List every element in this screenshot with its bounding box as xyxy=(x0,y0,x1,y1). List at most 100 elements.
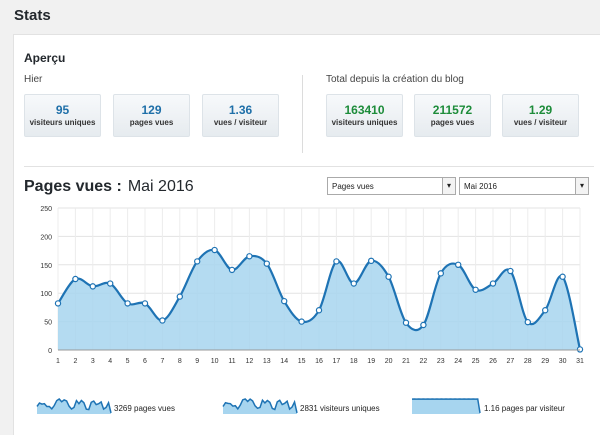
data-point xyxy=(193,258,201,265)
stat-label: visiteurs uniques xyxy=(29,118,96,127)
x-tick-label: 1 xyxy=(56,358,60,365)
stat-box-total-visitors: 163410 visiteurs uniques xyxy=(326,94,403,137)
data-point xyxy=(54,300,62,307)
sparkline-visitors xyxy=(222,398,298,414)
stat-label: vues / visiteur xyxy=(213,118,268,127)
x-tick-label: 31 xyxy=(576,358,584,365)
x-tick-label: 20 xyxy=(385,358,393,365)
stat-value: 129 xyxy=(141,103,162,117)
data-point xyxy=(89,283,97,290)
x-tick-label: 28 xyxy=(524,358,532,365)
sparkline-line xyxy=(411,398,481,414)
data-point xyxy=(402,319,410,326)
page-title: Stats xyxy=(14,7,51,24)
x-tick-label: 9 xyxy=(195,358,199,365)
data-point xyxy=(437,270,444,277)
stat-label: pages vues xyxy=(129,118,174,127)
y-tick-label: 100 xyxy=(40,291,52,298)
data-point xyxy=(542,307,549,314)
sparkline-pageviews-label: 3269 pages vues xyxy=(114,404,175,413)
y-tick-label: 150 xyxy=(40,263,52,270)
stat-label: visiteurs uniques xyxy=(331,118,398,127)
stat-label: pages vues xyxy=(430,118,475,127)
metric-select[interactable]: Pages vues ▾ xyxy=(327,177,456,195)
x-tick-label: 27 xyxy=(507,358,515,365)
x-tick-label: 12 xyxy=(246,358,254,365)
metric-select-value: Pages vues xyxy=(332,182,374,191)
y-tick-label: 200 xyxy=(40,234,52,241)
x-tick-label: 19 xyxy=(367,358,375,365)
month-select[interactable]: Mai 2016 ▾ xyxy=(459,177,589,195)
yesterday-label: Hier xyxy=(24,74,43,85)
data-point xyxy=(263,260,270,267)
sparkline-line xyxy=(222,398,298,414)
chevron-down-icon[interactable]: ▾ xyxy=(442,178,455,194)
x-tick-label: 17 xyxy=(333,358,341,365)
x-tick-label: 6 xyxy=(143,358,147,365)
data-point xyxy=(350,280,357,287)
x-tick-label: 18 xyxy=(350,358,358,365)
y-tick-label: 250 xyxy=(40,206,52,213)
x-tick-label: 3 xyxy=(91,358,95,365)
data-point xyxy=(228,266,236,274)
x-tick-label: 24 xyxy=(454,358,462,365)
y-tick-label: 0 xyxy=(48,348,52,355)
stat-label: vues / visiteur xyxy=(513,118,568,127)
data-point xyxy=(472,286,479,293)
data-point xyxy=(141,300,149,307)
x-tick-label: 5 xyxy=(126,358,130,365)
data-point xyxy=(124,300,131,307)
stat-value: 95 xyxy=(55,103,70,117)
sparkline-pageviews xyxy=(36,398,112,414)
section-divider xyxy=(24,166,594,167)
data-point xyxy=(576,346,584,353)
x-tick-label: 14 xyxy=(280,358,288,365)
x-tick-label: 30 xyxy=(559,358,567,365)
x-tick-label: 29 xyxy=(541,358,549,365)
x-tick-label: 25 xyxy=(472,358,480,365)
data-point xyxy=(455,261,462,269)
chevron-down-icon[interactable]: ▾ xyxy=(575,178,588,194)
stat-value: 1.29 xyxy=(528,103,553,117)
pageviews-heading: Pages vues : Mai 2016 xyxy=(24,178,194,196)
x-tick-label: 8 xyxy=(178,358,182,365)
x-tick-label: 23 xyxy=(437,358,445,365)
x-tick-label: 22 xyxy=(420,358,428,365)
stat-box-total-pageviews: 211572 pages vues xyxy=(414,94,491,137)
sparkline-area xyxy=(37,399,111,414)
data-point xyxy=(211,246,218,254)
data-point xyxy=(489,280,497,287)
data-point xyxy=(159,317,166,324)
total-label: Total depuis la création du blog xyxy=(326,74,464,85)
data-point xyxy=(72,275,79,283)
stats-panel: Aperçu Hier Total depuis la création du … xyxy=(13,34,600,435)
overview-divider xyxy=(302,75,303,153)
stat-box-yesterday-ratio: 1.36 vues / visiteur xyxy=(202,94,279,137)
x-tick-label: 26 xyxy=(489,358,497,365)
data-point xyxy=(106,280,114,287)
data-point xyxy=(281,297,288,305)
x-tick-label: 16 xyxy=(315,358,323,365)
header: Stats xyxy=(0,0,600,33)
x-tick-label: 11 xyxy=(228,358,235,365)
x-tick-label: 7 xyxy=(160,358,164,365)
stat-box-yesterday-visitors: 95 visiteurs uniques xyxy=(24,94,101,137)
x-tick-label: 4 xyxy=(108,358,112,365)
month-select-value: Mai 2016 xyxy=(464,182,497,191)
stat-box-yesterday-pageviews: 129 pages vues xyxy=(113,94,190,137)
data-point xyxy=(298,318,305,325)
sparkline-ratio-label: 1.16 pages par visiteur xyxy=(484,404,565,413)
y-tick-label: 50 xyxy=(44,320,52,327)
x-tick-label: 13 xyxy=(263,358,271,365)
x-tick-label: 21 xyxy=(402,358,410,365)
x-tick-label: 2 xyxy=(73,358,77,365)
data-point xyxy=(333,258,340,265)
x-tick-label: 10 xyxy=(211,358,219,365)
data-point xyxy=(507,267,514,275)
stat-box-total-ratio: 1.29 vues / visiteur xyxy=(502,94,579,137)
sparkline-area xyxy=(412,399,480,414)
sparkline-line xyxy=(36,398,112,414)
data-point xyxy=(176,293,183,300)
series-area xyxy=(58,249,580,350)
